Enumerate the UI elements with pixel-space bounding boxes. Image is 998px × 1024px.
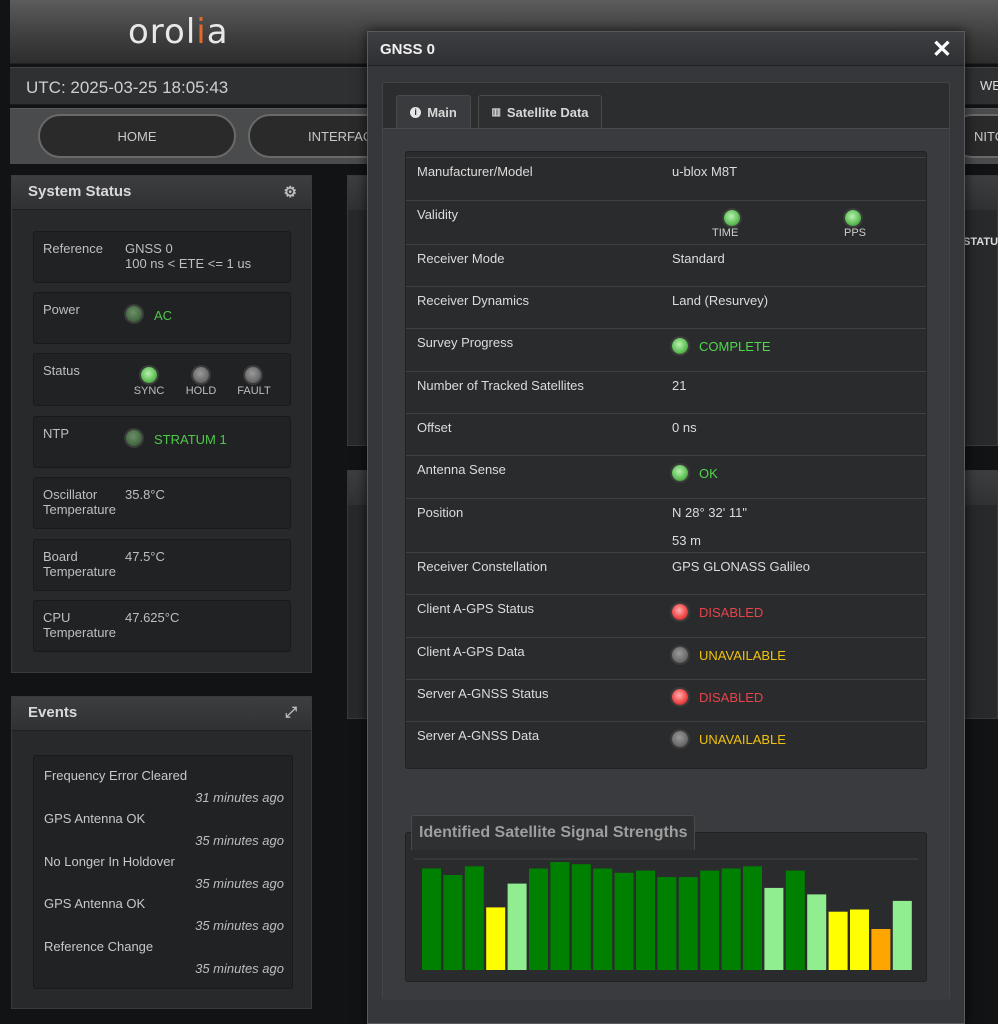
- table-row: Manufacturer/Model u-blox M8T: [406, 157, 926, 200]
- tab-main[interactable]: i Main: [396, 95, 471, 128]
- signal-strength-chart: [405, 832, 927, 982]
- signal-bar: [636, 870, 655, 970]
- table-row: Receiver Mode Standard: [406, 244, 926, 286]
- events-list: Frequency Error Cleared 31 minutes ago GP…: [33, 755, 293, 989]
- signal-bar: [486, 907, 506, 970]
- table-row: Validity TIME PPS: [406, 200, 926, 244]
- signal-bar: [764, 887, 784, 970]
- event-item: Reference Change 35 minutes ago: [44, 939, 284, 976]
- fault-led-icon: [245, 367, 261, 383]
- power-led-icon: [126, 306, 142, 322]
- tab-satellite-data[interactable]: ▥ Satellite Data: [478, 95, 602, 128]
- table-row: Receiver Constellation GPS GLONASS Galil…: [406, 552, 926, 594]
- signal-bar: [571, 864, 591, 970]
- signal-bar: [507, 883, 527, 970]
- info-icon: i: [410, 106, 422, 118]
- table-row: Client A-GPS Status DISABLED: [406, 594, 926, 637]
- signal-bar: [657, 877, 677, 970]
- gnss-info-table: Manufacturer/Model u-blox M8T Validity T…: [405, 151, 927, 769]
- nav-home-button[interactable]: HOME: [38, 114, 236, 158]
- signal-bar: [422, 868, 441, 970]
- system-status-header: System Status ⚙: [12, 176, 311, 210]
- table-row: Survey Progress COMPLETE: [406, 328, 926, 371]
- modal-title: GNSS 0: [380, 41, 436, 58]
- event-item: Frequency Error Cleared 31 minutes ago: [44, 768, 284, 805]
- event-item: GPS Antenna OK 35 minutes ago: [44, 811, 284, 848]
- signal-bar: [871, 929, 891, 970]
- gnss-modal: GNSS 0 ✕ i Main ▥ Satellite Data Manufac…: [367, 31, 965, 1024]
- welcome-text: WE: [980, 78, 998, 93]
- oscillator-temp-row: Oscillator Temperature 35.8°C: [33, 477, 291, 529]
- modal-header: GNSS 0 ✕: [368, 32, 964, 66]
- table-row: Server A-GNSS Status DISABLED: [406, 679, 926, 721]
- ntp-led-icon: [126, 430, 142, 446]
- system-status-panel: System Status ⚙ Reference GNSS 0 100 ns <…: [11, 175, 312, 673]
- signal-strength-title: Identified Satellite Signal Strengths: [411, 815, 696, 850]
- server-agnss-data-led-icon: [672, 731, 688, 747]
- power-row: Power AC: [33, 292, 291, 344]
- table-row: Antenna Sense OK: [406, 455, 926, 498]
- event-item: No Longer In Holdover 35 minutes ago: [44, 854, 284, 891]
- ntp-row: NTP STRATUM 1: [33, 416, 291, 468]
- server-agnss-status-led-icon: [672, 689, 688, 705]
- survey-led-icon: [672, 338, 688, 354]
- events-header: Events ⤢: [12, 697, 311, 731]
- pps-led-icon: [845, 210, 861, 226]
- time-led-icon: [724, 210, 740, 226]
- tab-main-content: Manufacturer/Model u-blox M8T Validity T…: [383, 128, 949, 1000]
- table-row: Receiver Dynamics Land (Resurvey): [406, 286, 926, 328]
- signal-bar: [593, 868, 613, 970]
- signal-bar: [743, 866, 762, 970]
- signal-bar: [614, 872, 634, 970]
- signal-bar: [828, 911, 848, 970]
- expand-icon[interactable]: ⤢: [284, 704, 297, 721]
- antenna-led-icon: [672, 465, 688, 481]
- client-agps-data-led-icon: [672, 647, 688, 663]
- table-row: Client A-GPS Data UNAVAILABLE: [406, 637, 926, 679]
- client-agps-status-led-icon: [672, 604, 688, 620]
- utc-clock: UTC: 2025-03-25 18:05:43: [26, 78, 229, 97]
- signal-bar: [678, 877, 698, 970]
- events-panel: Events ⤢ Frequency Error Cleared 31 minut…: [11, 696, 312, 1009]
- table-row: Server A-GNSS Data UNAVAILABLE: [406, 721, 926, 764]
- orolia-logo: orolia: [128, 12, 229, 52]
- table-row: Number of Tracked Satellites 21: [406, 371, 926, 413]
- close-icon[interactable]: ✕: [931, 36, 952, 63]
- table-row: Offset 0 ns: [406, 413, 926, 455]
- signal-bar: [700, 870, 720, 970]
- signal-bar: [785, 870, 805, 970]
- status-row: Status SYNC HOLD FAULT: [33, 353, 291, 406]
- board-temp-row: Board Temperature 47.5°C: [33, 539, 291, 591]
- gear-icon[interactable]: ⚙: [283, 184, 297, 201]
- signal-bar: [529, 868, 548, 970]
- signal-bar: [721, 868, 741, 970]
- signal-bar: [850, 909, 869, 970]
- table-row: Position N 28° 32' 11" 53 m: [406, 498, 926, 552]
- signal-strength-svg: [414, 858, 918, 970]
- signal-bar: [550, 862, 570, 970]
- cpu-temp-row: CPU Temperature 47.625°C: [33, 600, 291, 652]
- signal-bar: [892, 900, 912, 970]
- signal-bar: [807, 894, 827, 970]
- chart-icon: ▥: [491, 106, 501, 118]
- signal-bar: [443, 875, 463, 970]
- event-item: GPS Antenna OK 35 minutes ago: [44, 896, 284, 933]
- signal-bar: [464, 866, 484, 970]
- reference-row: Reference GNSS 0 100 ns < ETE <= 1 us: [33, 231, 291, 283]
- hold-led-icon: [193, 367, 209, 383]
- tabs-container: i Main ▥ Satellite Data Manufacturer/Mod…: [382, 82, 950, 1000]
- sync-led-icon: [141, 367, 157, 383]
